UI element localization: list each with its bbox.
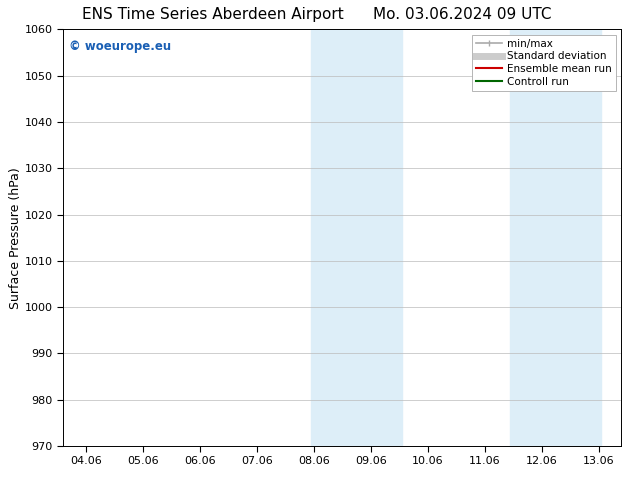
Bar [311, 29, 402, 446]
Bar [510, 29, 602, 446]
Legend: min/max, Standard deviation, Ensemble mean run, Controll run: min/max, Standard deviation, Ensemble me… [472, 35, 616, 91]
Y-axis label: Surface Pressure (hPa): Surface Pressure (hPa) [9, 167, 22, 309]
Text: ENS Time Series Aberdeen Airport      Mo. 03.06.2024 09 UTC: ENS Time Series Aberdeen Airport Mo. 03.… [82, 7, 552, 23]
Text: © woeurope.eu: © woeurope.eu [69, 40, 171, 53]
